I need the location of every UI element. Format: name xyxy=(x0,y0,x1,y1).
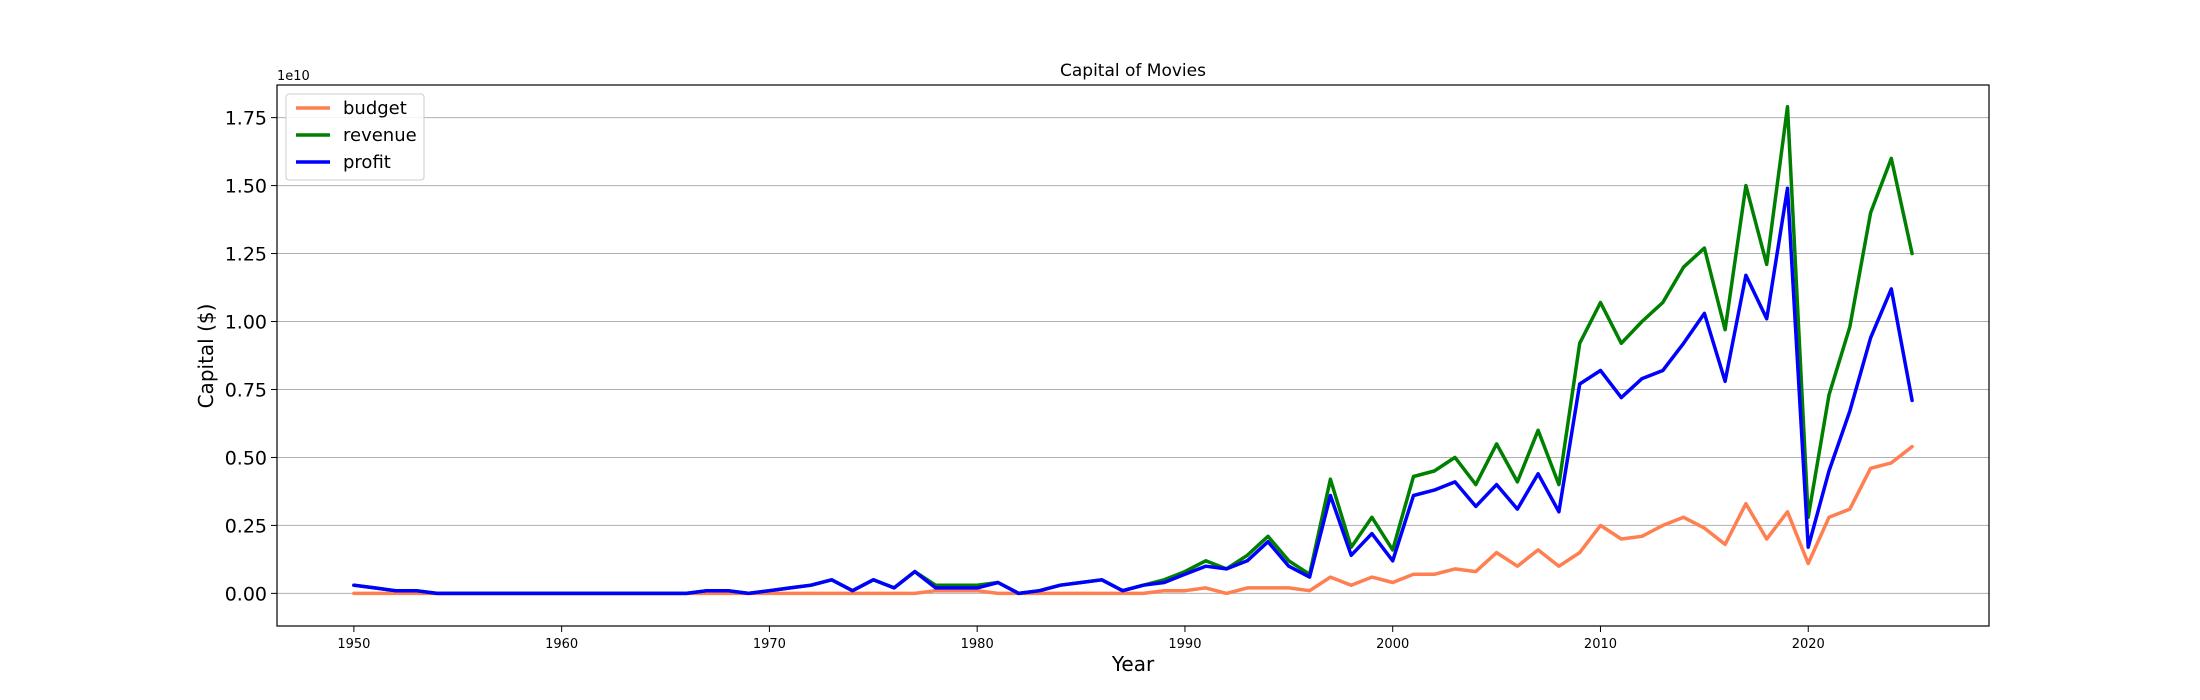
x-axis-ticks: 1950 1960 1970 1980 1990 2000 2010 2020 xyxy=(337,626,1825,652)
series-lines xyxy=(352,104,1914,596)
legend-label-revenue: revenue xyxy=(343,125,417,146)
x-tick-label: 1970 xyxy=(753,637,786,652)
y-axis-offset-label: 1e10 xyxy=(277,69,310,84)
chart-title: Capital of Movies xyxy=(1060,61,1206,81)
legend-label-budget: budget xyxy=(343,98,407,119)
legend: budget revenue profit xyxy=(285,93,425,181)
x-tick-label: 1980 xyxy=(961,637,994,652)
y-tick-label: 1.50 xyxy=(225,176,267,198)
x-tick-label: 1960 xyxy=(545,637,578,652)
x-tick-label: 1950 xyxy=(337,637,370,652)
x-tick-label: 2010 xyxy=(1584,637,1617,652)
plot-frame xyxy=(276,84,1990,627)
y-tick-label: 1.25 xyxy=(225,244,267,266)
y-tick-label: 0.25 xyxy=(225,515,267,537)
legend-label-profit: profit xyxy=(343,152,391,173)
y-axis-label: Capital ($) xyxy=(194,304,218,409)
series-line-profit xyxy=(352,186,1914,596)
y-tick-label: 0.75 xyxy=(225,379,267,401)
x-tick-label: 1990 xyxy=(1168,637,1201,652)
y-tick-label: 1.00 xyxy=(225,312,267,334)
y-tick-label: 0.00 xyxy=(225,583,267,605)
legend-box xyxy=(285,93,425,181)
y-tick-label: 0.50 xyxy=(225,447,267,469)
x-tick-label: 2020 xyxy=(1792,637,1825,652)
x-tick-label: 2000 xyxy=(1376,637,1409,652)
x-axis-label: Year xyxy=(1111,652,1155,676)
y-axis-ticks: 0.00 0.25 0.50 0.75 1.00 1.25 1.50 1.75 xyxy=(225,108,277,605)
y-tick-label: 1.75 xyxy=(225,108,267,130)
